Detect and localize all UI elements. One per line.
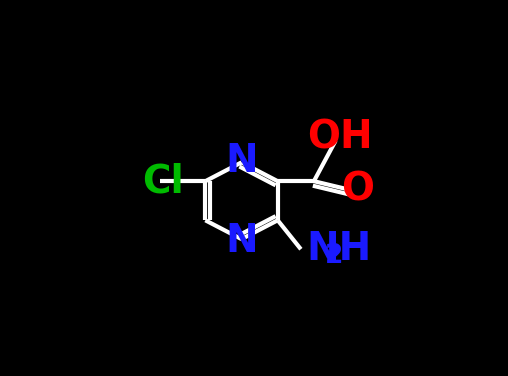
Text: O: O [341, 171, 374, 209]
Text: Cl: Cl [142, 162, 184, 200]
Text: N: N [225, 142, 258, 180]
Text: N: N [225, 221, 258, 259]
Text: NH: NH [307, 230, 372, 268]
Text: 2: 2 [325, 243, 343, 268]
Text: OH: OH [307, 119, 373, 157]
